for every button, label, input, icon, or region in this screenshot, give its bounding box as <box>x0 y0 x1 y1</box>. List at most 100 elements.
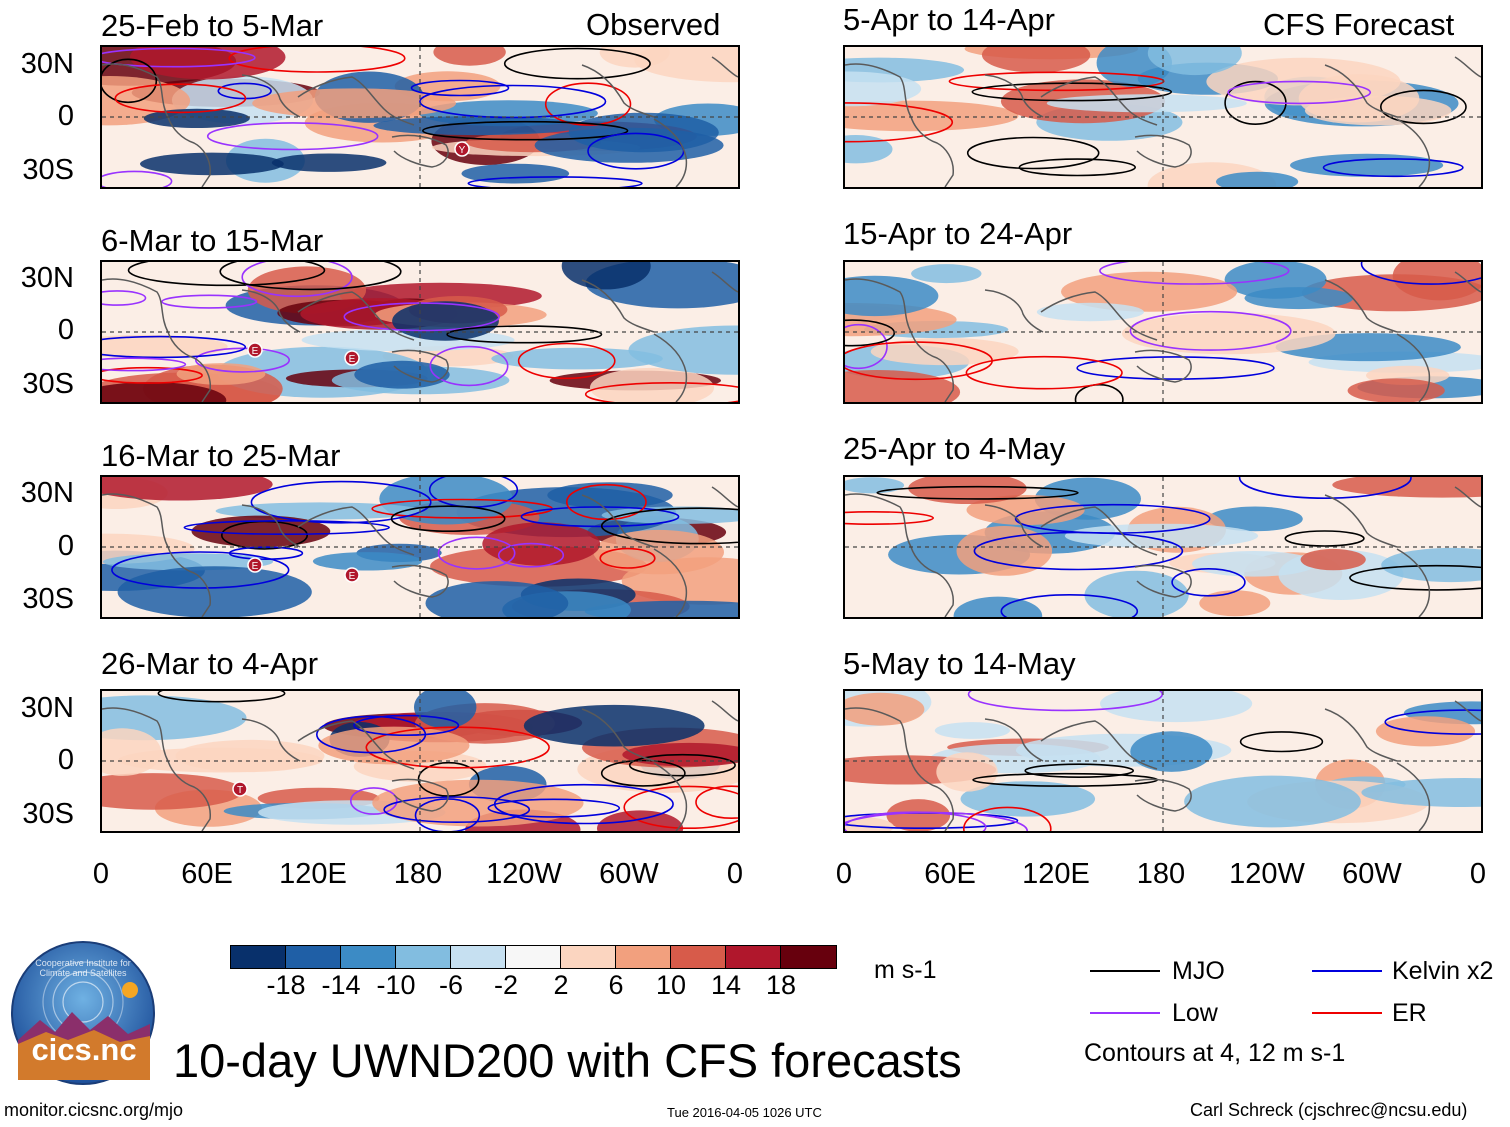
low-contour <box>102 47 256 68</box>
er-contour <box>965 355 1123 390</box>
legend-line-low <box>1090 1012 1160 1014</box>
map-field: Y <box>102 47 738 187</box>
kelvin-contour <box>353 714 460 737</box>
westerly-anomaly-blob <box>886 799 951 831</box>
x-label: 180 <box>1136 858 1186 890</box>
easterly-anomaly-blob <box>491 347 663 370</box>
easterly-anomaly-blob <box>102 695 247 741</box>
westerly-anomaly-blob <box>252 88 456 119</box>
easterly-anomaly-blob <box>601 506 738 524</box>
coastline <box>241 504 301 548</box>
easterly-anomaly-blob <box>1036 302 1144 322</box>
mjo-contour <box>876 485 1079 500</box>
er-contour <box>963 806 1052 831</box>
er-contour <box>228 47 406 73</box>
colorbar-tick: -18 <box>266 970 306 1000</box>
er-contour <box>948 71 1165 92</box>
cicsnc-logo-graphic <box>11 941 155 1085</box>
kelvin-contour <box>183 519 390 535</box>
y-label-30n: 30N <box>20 477 74 509</box>
footer-timestamp: Tue 2016-04-05 1026 UTC <box>667 1105 822 1120</box>
cicsnc-logo: cics.nc Cooperative Institute for Climat… <box>10 940 156 1086</box>
coastline <box>1040 720 1158 770</box>
coastline <box>581 494 655 548</box>
map-field <box>845 477 1481 617</box>
colorbar-swatch <box>726 946 781 968</box>
storm-marker-circle <box>344 350 360 366</box>
low-contour <box>437 536 516 570</box>
kelvin-contour <box>520 506 680 528</box>
westerly-anomaly-blob <box>176 363 266 385</box>
y-label-equator: 0 <box>57 744 74 776</box>
easterly-anomaly-blob <box>1130 731 1213 772</box>
low-contour <box>845 811 987 831</box>
storm-marker-label: E <box>349 571 356 582</box>
colorbar <box>230 945 837 969</box>
colorbar-swatch <box>561 946 616 968</box>
kelvin-contour <box>102 335 247 359</box>
low-contour <box>102 290 147 306</box>
colorbar-tick: 18 <box>765 970 797 1000</box>
low-contour <box>102 170 173 187</box>
westerly-anomaly-blob <box>318 726 470 765</box>
colorbar-swatch <box>451 946 506 968</box>
legend-label-mjo: MJO <box>1172 957 1225 985</box>
mjo-contour <box>600 507 738 545</box>
legend-line-mjo <box>1090 970 1160 972</box>
coastline <box>711 271 738 293</box>
westerly-anomaly-blob <box>956 526 1053 576</box>
coastline <box>653 118 688 187</box>
panel-title-right-3: 25-Apr to 4-May <box>843 431 1066 466</box>
er-contour <box>623 785 738 829</box>
coastline <box>581 64 655 118</box>
kelvin-contour <box>383 796 531 824</box>
legend-line-er <box>1312 1012 1382 1014</box>
westerly-anomaly-blob <box>870 337 1019 366</box>
low-contour <box>1129 310 1292 351</box>
x-label: 120W <box>486 858 562 890</box>
low-contour <box>241 262 353 298</box>
y-label-30s: 30S <box>22 368 74 400</box>
footer-url[interactable]: monitor.cicsnc.org/mjo <box>4 1100 184 1120</box>
logo-text: cics.nc <box>31 1032 137 1067</box>
easterly-anomaly-blob <box>1147 47 1242 76</box>
coastline <box>653 548 688 617</box>
mjo-contour <box>390 505 506 533</box>
storm-marker: E <box>247 342 263 358</box>
coastline <box>1040 506 1158 556</box>
map-field <box>845 691 1481 831</box>
coastline <box>1040 76 1158 126</box>
mjo-contour <box>1018 158 1136 177</box>
coastline <box>984 289 1044 333</box>
westerly-anomaly-blob <box>845 370 961 402</box>
storm-marker-circle <box>344 567 360 583</box>
mjo-contour <box>446 325 603 344</box>
coastline <box>984 504 1044 548</box>
kelvin-contour <box>467 176 643 187</box>
westerly-anomaly-blob <box>1300 548 1366 571</box>
x-label: 60E <box>924 858 976 890</box>
easterly-anomaly-blob <box>953 596 1043 617</box>
coastline <box>1134 564 1192 598</box>
map-field: EE <box>102 477 738 617</box>
map-field <box>845 262 1481 402</box>
legend-label-kelvin: Kelvin x2 <box>1392 957 1494 985</box>
westerly-anomaly-blob <box>1199 590 1271 617</box>
westerly-anomaly-blob <box>981 47 1091 73</box>
coastline <box>241 74 301 118</box>
westerly-anomaly-blob <box>191 515 331 547</box>
mjo-contour <box>971 82 1173 102</box>
mjo-contour <box>1349 564 1481 591</box>
map-field: T <box>102 691 738 831</box>
coastline <box>1396 333 1431 402</box>
x-label: 180 <box>393 858 443 890</box>
x-label: 60E <box>181 858 233 890</box>
coastline <box>1396 118 1431 187</box>
y-label-30s: 30S <box>22 798 74 830</box>
coastline <box>653 333 688 402</box>
westerly-anomaly-blob <box>908 477 1027 504</box>
x-label: 0 <box>92 858 110 890</box>
easterly-anomaly-blob <box>845 275 939 317</box>
low-contour <box>967 691 1164 712</box>
